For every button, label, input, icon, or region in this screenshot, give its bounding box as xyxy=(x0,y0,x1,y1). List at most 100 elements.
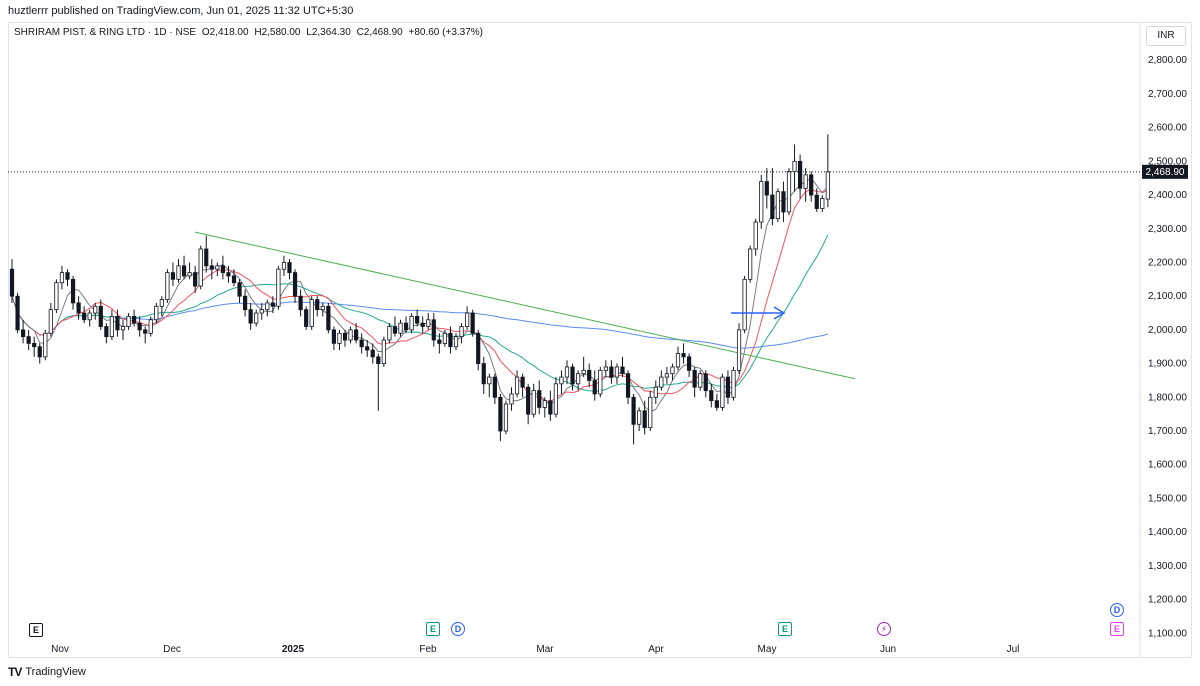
candle-up xyxy=(48,309,53,334)
trendline xyxy=(194,231,856,380)
candle-down xyxy=(65,272,70,280)
y-tick-label: 2,600.00 xyxy=(1148,123,1187,134)
candle-up xyxy=(675,353,681,368)
x-tick-label: Mar xyxy=(536,644,554,655)
candle-down xyxy=(104,326,109,338)
candle-up xyxy=(320,305,325,311)
candle-down xyxy=(9,268,15,297)
y-tick-label: 2,400.00 xyxy=(1148,190,1187,201)
candle-up xyxy=(254,312,259,324)
candle-down xyxy=(625,373,631,398)
candle-up xyxy=(337,332,342,344)
ohlc-low: L2,364.30 xyxy=(306,27,351,38)
earnings-marker-future[interactable]: E xyxy=(1110,622,1124,636)
candle-up xyxy=(93,305,98,314)
publish-header: huztlerrr published on TradingView.com, … xyxy=(8,5,354,17)
y-tick-label: 1,600.00 xyxy=(1148,460,1187,471)
y-tick-label: 1,200.00 xyxy=(1148,595,1187,606)
symbol-name[interactable]: SHRIRAM PIST. & RING LTD · 1D · NSE xyxy=(14,27,197,38)
candle-up xyxy=(731,369,736,398)
symbol-legend: SHRIRAM PIST. & RING LTD · 1D · NSE O2,4… xyxy=(14,27,486,38)
candle-down xyxy=(26,336,31,344)
y-tick-label: 2,000.00 xyxy=(1148,325,1187,336)
earnings-marker-feb[interactable]: E xyxy=(426,622,440,636)
candle-down xyxy=(687,356,692,371)
candle-down xyxy=(620,366,625,375)
candle-down xyxy=(98,305,103,327)
candle-up xyxy=(442,332,448,344)
candle-up xyxy=(109,316,114,338)
candle-down xyxy=(770,194,775,220)
x-tick-label: Nov xyxy=(51,644,69,655)
candle-up xyxy=(786,171,792,213)
candle-down xyxy=(631,396,636,425)
candle-up xyxy=(259,309,264,314)
candle-up xyxy=(276,268,281,307)
tradingview-logo-icon[interactable]: TV xyxy=(8,665,22,679)
y-tick-label: 2,700.00 xyxy=(1148,89,1187,100)
y-tick-label: 2,500.00 xyxy=(1148,156,1187,167)
dividend-marker-feb[interactable]: D xyxy=(451,622,465,636)
candle-down xyxy=(220,265,225,273)
candle-down xyxy=(370,349,375,358)
candle-down xyxy=(764,181,769,196)
candle-up xyxy=(698,373,703,388)
ohlc-high: H2,580.00 xyxy=(254,27,301,38)
tradingview-brand: TradingView xyxy=(25,666,86,678)
candle-up xyxy=(659,376,664,388)
candle-up xyxy=(531,390,536,415)
candle-down xyxy=(342,332,348,341)
candle-up xyxy=(459,326,464,338)
arrow-annotation-head xyxy=(773,306,786,320)
candle-up xyxy=(614,366,620,378)
candle-up xyxy=(426,319,431,327)
candle-up xyxy=(664,373,670,378)
currency-button[interactable]: INR xyxy=(1146,26,1186,46)
candle-up xyxy=(720,376,725,408)
candle-up xyxy=(559,376,564,385)
x-tick-label: Jun xyxy=(880,644,896,655)
x-tick-label: Dec xyxy=(163,644,181,655)
x-tick-label: 2025 xyxy=(282,644,305,655)
candle-up xyxy=(825,171,830,200)
candle-up xyxy=(553,383,559,415)
ma-slow-line xyxy=(11,234,829,392)
candle-up xyxy=(165,272,170,300)
candle-up xyxy=(87,312,92,321)
earnings-marker-may[interactable]: E xyxy=(778,622,792,636)
candle-down xyxy=(725,376,731,398)
candle-down xyxy=(520,376,525,388)
candle-down xyxy=(115,316,120,331)
candle-down xyxy=(315,299,320,311)
candle-up xyxy=(753,221,758,250)
candle-down xyxy=(437,339,442,344)
candle-down xyxy=(331,329,337,344)
candle-up xyxy=(670,366,675,375)
candle-down xyxy=(37,346,42,358)
dividend-marker-future[interactable]: D xyxy=(1110,603,1124,617)
candle-up xyxy=(820,198,825,209)
y-tick-label: 1,400.00 xyxy=(1148,527,1187,538)
candle-up xyxy=(648,396,653,429)
split-marker-may[interactable]: ⚡ xyxy=(877,622,891,636)
candle-up xyxy=(154,305,159,321)
candle-up xyxy=(387,326,392,341)
candle-down xyxy=(70,278,76,304)
candle-up xyxy=(43,332,48,358)
candle-up xyxy=(464,312,470,327)
candle-down xyxy=(298,295,303,311)
candle-up xyxy=(759,181,764,223)
candle-down xyxy=(20,329,26,338)
candle-down xyxy=(181,265,187,277)
candle-up xyxy=(198,248,203,287)
candle-down xyxy=(292,272,298,297)
candle-up xyxy=(348,329,353,341)
x-tick-label: Apr xyxy=(648,644,664,655)
chart-frame xyxy=(8,22,1192,658)
earnings-marker-nov[interactable]: E xyxy=(29,623,43,637)
candle-up xyxy=(775,191,781,220)
candle-down xyxy=(781,191,786,213)
candle-up xyxy=(59,272,65,284)
candle-up xyxy=(742,278,747,331)
